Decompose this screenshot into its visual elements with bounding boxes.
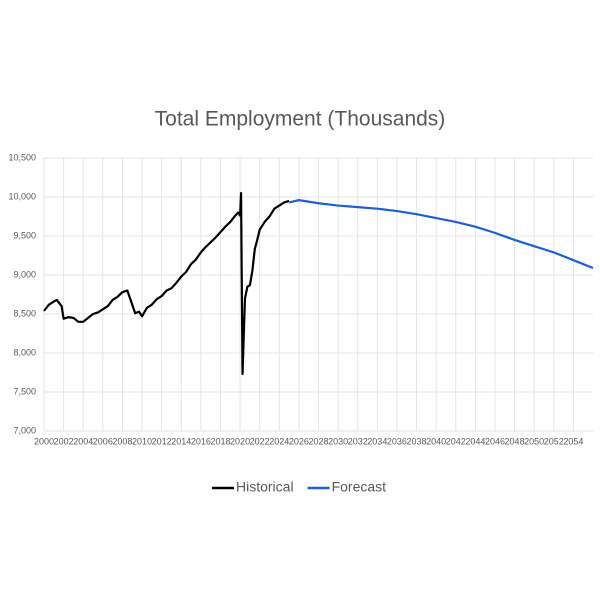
x-tick-label: 2050	[524, 436, 544, 446]
x-tick-label: 2028	[308, 436, 328, 446]
x-tick-label: 2016	[191, 436, 211, 446]
y-tick-label: 10,500	[8, 152, 36, 162]
x-tick-label: 2036	[387, 436, 407, 446]
x-tick-label: 2004	[73, 436, 93, 446]
x-tick-label: 2008	[112, 436, 132, 446]
chart-title: Total Employment (Thousands)	[155, 108, 446, 131]
x-tick-label: 2000	[34, 436, 54, 446]
x-tick-label: 2012	[152, 436, 172, 446]
y-tick-label: 10,000	[8, 191, 36, 201]
y-tick-label: 9,500	[13, 230, 36, 240]
x-tick-label: 2046	[485, 436, 505, 446]
x-tick-label: 2018	[210, 436, 230, 446]
x-tick-label: 2034	[367, 436, 387, 446]
x-tick-label: 2040	[426, 436, 446, 446]
x-tick-label: 2006	[93, 436, 113, 446]
x-tick-label: 2010	[132, 436, 152, 446]
x-tick-label: 2052	[544, 436, 564, 446]
legend-label: Historical	[236, 479, 294, 495]
x-tick-label: 2030	[328, 436, 348, 446]
legend-label: Forecast	[332, 479, 387, 495]
y-tick-label: 9,000	[13, 269, 36, 279]
x-tick-label: 2044	[465, 436, 485, 446]
x-tick-label: 2022	[250, 436, 270, 446]
x-tick-label: 2020	[230, 436, 250, 446]
x-tick-label: 2032	[348, 436, 368, 446]
x-tick-label: 2026	[289, 436, 309, 446]
x-tick-label: 2042	[446, 436, 466, 446]
y-tick-label: 7,500	[13, 386, 36, 396]
x-tick-label: 2048	[505, 436, 525, 446]
y-tick-label: 8,000	[13, 347, 36, 357]
line	[43, 192, 290, 376]
x-tick-label: 2038	[407, 436, 427, 446]
x-tick-label: 2024	[269, 436, 289, 446]
x-tick-label: 2054	[563, 436, 583, 446]
x-tick-label: 2014	[171, 436, 191, 446]
line	[288, 199, 594, 270]
x-tick-label: 2002	[54, 436, 74, 446]
y-tick-label: 7,000	[13, 425, 36, 435]
y-tick-label: 8,500	[13, 308, 36, 318]
